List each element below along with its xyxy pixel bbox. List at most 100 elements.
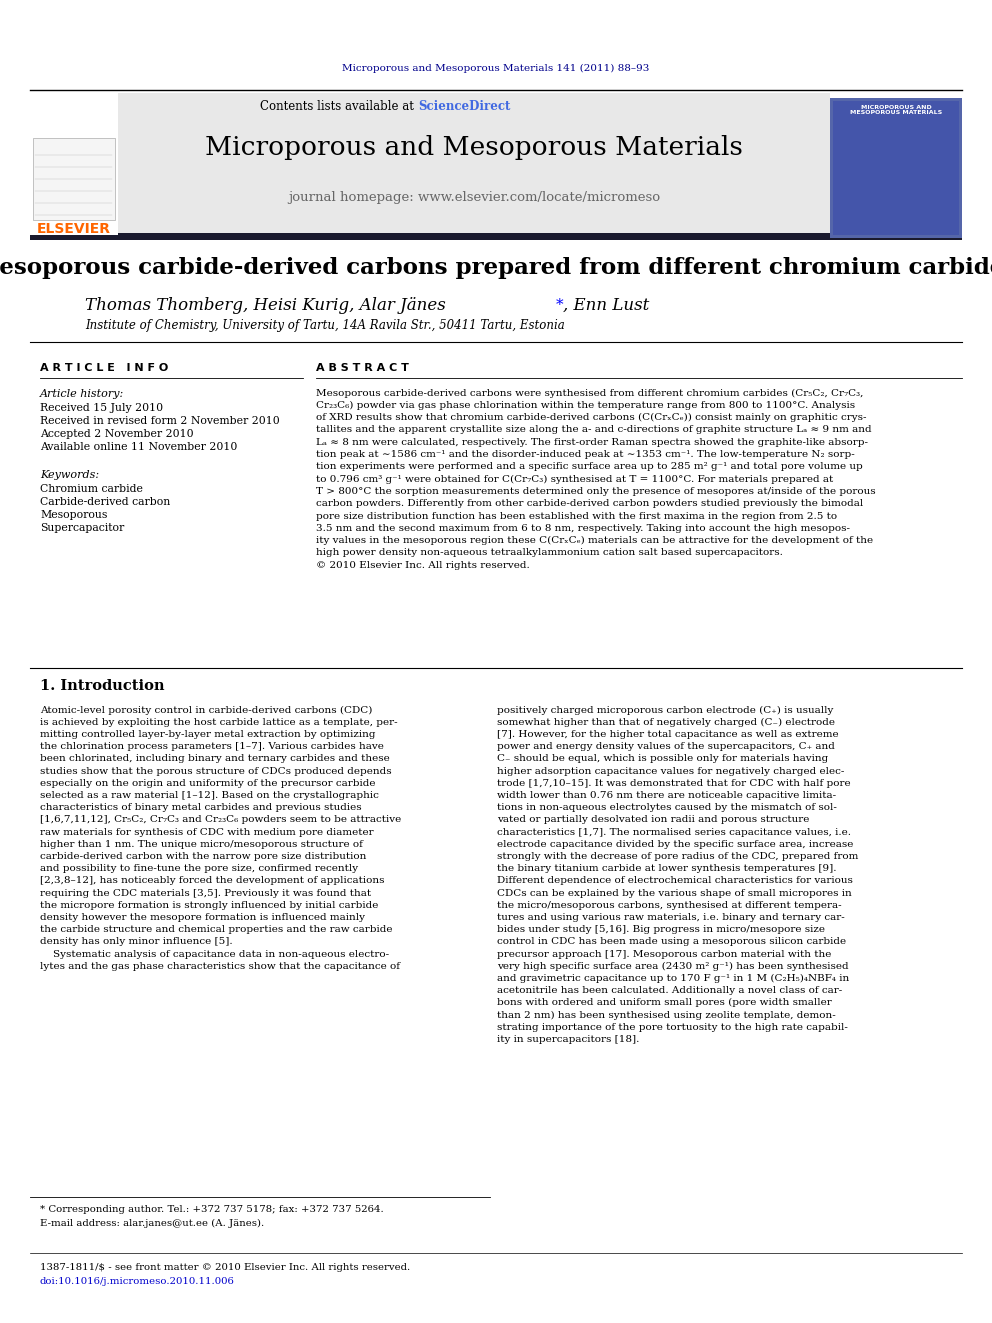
Text: than 2 nm) has been synthesised using zeolite template, demon-: than 2 nm) has been synthesised using ze… (497, 1011, 835, 1020)
Text: very high specific surface area (2430 m² g⁻¹) has been synthesised: very high specific surface area (2430 m²… (497, 962, 848, 971)
Text: Mesoporous: Mesoporous (40, 509, 107, 520)
Text: the micro/mesoporous carbons, synthesised at different tempera-: the micro/mesoporous carbons, synthesise… (497, 901, 841, 910)
Text: Received in revised form 2 November 2010: Received in revised form 2 November 2010 (40, 415, 280, 426)
Text: lytes and the gas phase characteristics show that the capacitance of: lytes and the gas phase characteristics … (40, 962, 400, 971)
Text: C₋ should be equal, which is possible only for materials having: C₋ should be equal, which is possible on… (497, 754, 828, 763)
Text: ity values in the mesoporous region these C(CrₓCₑ) materials can be attractive f: ity values in the mesoporous region thes… (316, 536, 873, 545)
Text: journal homepage: www.elsevier.com/locate/micromeso: journal homepage: www.elsevier.com/locat… (288, 191, 660, 204)
Text: mitting controlled layer-by-layer metal extraction by optimizing: mitting controlled layer-by-layer metal … (40, 730, 376, 740)
Text: raw materials for synthesis of CDC with medium pore diameter: raw materials for synthesis of CDC with … (40, 827, 374, 836)
Text: the carbide structure and chemical properties and the raw carbide: the carbide structure and chemical prope… (40, 925, 393, 934)
Text: characteristics [1,7]. The normalised series capacitance values, i.e.: characteristics [1,7]. The normalised se… (497, 827, 851, 836)
Text: and gravimetric capacitance up to 170 F g⁻¹ in 1 M (C₂H₅)₄NBF₄ in: and gravimetric capacitance up to 170 F … (497, 974, 849, 983)
Text: trode [1,7,10–15]. It was demonstrated that for CDC with half pore: trode [1,7,10–15]. It was demonstrated t… (497, 779, 850, 787)
Text: CDCs can be explained by the various shape of small micropores in: CDCs can be explained by the various sha… (497, 889, 852, 897)
Text: Systematic analysis of capacitance data in non-aqueous electro-: Systematic analysis of capacitance data … (40, 950, 389, 958)
Text: © 2010 Elsevier Inc. All rights reserved.: © 2010 Elsevier Inc. All rights reserved… (316, 561, 530, 570)
Text: Cr₂₃C₆) powder via gas phase chlorination within the temperature range from 800 : Cr₂₃C₆) powder via gas phase chlorinatio… (316, 401, 855, 410)
Text: carbide-derived carbon with the narrow pore size distribution: carbide-derived carbon with the narrow p… (40, 852, 366, 861)
Text: density however the mesopore formation is influenced mainly: density however the mesopore formation i… (40, 913, 365, 922)
Text: Atomic-level porosity control in carbide-derived carbons (CDC): Atomic-level porosity control in carbide… (40, 705, 372, 714)
Text: pore size distribution function has been established with the first maxima in th: pore size distribution function has been… (316, 512, 837, 520)
Text: somewhat higher than that of negatively charged (C₋) electrode: somewhat higher than that of negatively … (497, 717, 835, 726)
Text: the chlorination process parameters [1–7]. Various carbides have: the chlorination process parameters [1–7… (40, 742, 384, 751)
Text: 1. Introduction: 1. Introduction (40, 679, 165, 693)
Text: studies show that the porous structure of CDCs produced depends: studies show that the porous structure o… (40, 766, 392, 775)
Text: doi:10.1016/j.micromeso.2010.11.006: doi:10.1016/j.micromeso.2010.11.006 (40, 1278, 235, 1286)
Text: is achieved by exploiting the host carbide lattice as a template, per-: is achieved by exploiting the host carbi… (40, 717, 398, 726)
Text: Chromium carbide: Chromium carbide (40, 484, 143, 493)
Text: carbon powders. Differently from other carbide-derived carbon powders studied pr: carbon powders. Differently from other c… (316, 499, 863, 508)
Text: of XRD results show that chromium carbide-derived carbons (C(CrₓCₑ)) consist mai: of XRD results show that chromium carbid… (316, 413, 866, 422)
Text: positively charged microporous carbon electrode (C₊) is usually: positively charged microporous carbon el… (497, 705, 833, 714)
Text: acetonitrile has been calculated. Additionally a novel class of car-: acetonitrile has been calculated. Additi… (497, 986, 842, 995)
Text: MICROPOROUS AND
MESOPOROUS MATERIALS: MICROPOROUS AND MESOPOROUS MATERIALS (850, 105, 942, 115)
Text: tures and using various raw materials, i.e. binary and ternary car-: tures and using various raw materials, i… (497, 913, 845, 922)
Text: Supercapacitor: Supercapacitor (40, 523, 124, 533)
Text: A R T I C L E   I N F O: A R T I C L E I N F O (40, 363, 169, 373)
Text: Available online 11 November 2010: Available online 11 November 2010 (40, 442, 237, 452)
Text: [2,3,8–12], has noticeably forced the development of applications: [2,3,8–12], has noticeably forced the de… (40, 876, 385, 885)
Text: [1,6,7,11,12], Cr₅C₂, Cr₇C₃ and Cr₂₃C₆ powders seem to be attractive: [1,6,7,11,12], Cr₅C₂, Cr₇C₃ and Cr₂₃C₆ p… (40, 815, 401, 824)
Text: the binary titanium carbide at lower synthesis temperatures [9].: the binary titanium carbide at lower syn… (497, 864, 836, 873)
Text: to 0.796 cm³ g⁻¹ were obtained for C(Cr₇C₃) synthesised at T = 1100°C. For mater: to 0.796 cm³ g⁻¹ were obtained for C(Cr₇… (316, 475, 833, 484)
Text: selected as a raw material [1–12]. Based on the crystallographic: selected as a raw material [1–12]. Based… (40, 791, 379, 800)
Text: Accepted 2 November 2010: Accepted 2 November 2010 (40, 429, 193, 439)
Text: Keywords:: Keywords: (40, 470, 99, 480)
Text: Lₐ ≈ 8 nm were calculated, respectively. The first-order Raman spectra showed th: Lₐ ≈ 8 nm were calculated, respectively.… (316, 438, 868, 447)
Text: Article history:: Article history: (40, 389, 124, 400)
Text: especially on the origin and uniformity of the precursor carbide: especially on the origin and uniformity … (40, 779, 376, 787)
Text: Mesoporous carbide-derived carbons prepared from different chromium carbides: Mesoporous carbide-derived carbons prepa… (0, 257, 992, 279)
Text: characteristics of binary metal carbides and previous studies: characteristics of binary metal carbides… (40, 803, 362, 812)
Text: requiring the CDC materials [3,5]. Previously it was found that: requiring the CDC materials [3,5]. Previ… (40, 889, 371, 897)
Text: Microporous and Mesoporous Materials: Microporous and Mesoporous Materials (205, 135, 743, 160)
Text: bides under study [5,16]. Big progress in micro/mesopore size: bides under study [5,16]. Big progress i… (497, 925, 825, 934)
Text: tions in non-aqueous electrolytes caused by the mismatch of sol-: tions in non-aqueous electrolytes caused… (497, 803, 837, 812)
Text: high power density non-aqueous tetraalkylammonium cation salt based supercapacit: high power density non-aqueous tetraalky… (316, 549, 783, 557)
Text: Received 15 July 2010: Received 15 July 2010 (40, 404, 163, 413)
Text: vated or partially desolvated ion radii and porous structure: vated or partially desolvated ion radii … (497, 815, 809, 824)
Text: ScienceDirect: ScienceDirect (418, 99, 510, 112)
Text: power and energy density values of the supercapacitors, C₊ and: power and energy density values of the s… (497, 742, 835, 751)
Text: 3.5 nm and the second maximum from 6 to 8 nm, respectively. Taking into account : 3.5 nm and the second maximum from 6 to … (316, 524, 850, 533)
Bar (30, 233, 962, 239)
Text: width lower than 0.76 nm there are noticeable capacitive limita-: width lower than 0.76 nm there are notic… (497, 791, 836, 800)
Text: T > 800°C the sorption measurements determined only the presence of mesopores at: T > 800°C the sorption measurements dete… (316, 487, 876, 496)
Text: higher than 1 nm. The unique micro/mesoporous structure of: higher than 1 nm. The unique micro/mesop… (40, 840, 363, 848)
Text: Microporous and Mesoporous Materials 141 (2011) 88–93: Microporous and Mesoporous Materials 141… (342, 64, 650, 73)
Text: Institute of Chemistry, University of Tartu, 14A Ravila Str., 50411 Tartu, Eston: Institute of Chemistry, University of Ta… (85, 319, 564, 332)
Text: electrode capacitance divided by the specific surface area, increase: electrode capacitance divided by the spe… (497, 840, 853, 848)
Bar (118, 93, 830, 235)
Text: *: * (556, 298, 563, 312)
Text: Mesoporous carbide-derived carbons were synthesised from different chromium carb: Mesoporous carbide-derived carbons were … (316, 389, 863, 398)
Text: * Corresponding author. Tel.: +372 737 5178; fax: +372 737 5264.: * Corresponding author. Tel.: +372 737 5… (40, 1205, 384, 1215)
Text: 1387-1811/$ - see front matter © 2010 Elsevier Inc. All rights reserved.: 1387-1811/$ - see front matter © 2010 El… (40, 1263, 411, 1273)
Text: Thomas Thomberg, Heisi Kurig, Alar Jänes: Thomas Thomberg, Heisi Kurig, Alar Jänes (85, 296, 445, 314)
Bar (833, 101, 959, 235)
Text: higher adsorption capacitance values for negatively charged elec-: higher adsorption capacitance values for… (497, 766, 844, 775)
Text: precursor approach [17]. Mesoporous carbon material with the: precursor approach [17]. Mesoporous carb… (497, 950, 831, 958)
Text: ELSEVIER: ELSEVIER (37, 222, 111, 235)
Text: tion experiments were performed and a specific surface area up to 285 m² g⁻¹ and: tion experiments were performed and a sp… (316, 462, 863, 471)
Text: strating importance of the pore tortuosity to the high rate capabil-: strating importance of the pore tortuosi… (497, 1023, 848, 1032)
Text: [7]. However, for the higher total capacitance as well as extreme: [7]. However, for the higher total capac… (497, 730, 838, 740)
Text: and possibility to fine-tune the pore size, confirmed recently: and possibility to fine-tune the pore si… (40, 864, 358, 873)
Bar (30, 93, 118, 235)
Text: , Enn Lust: , Enn Lust (563, 296, 649, 314)
Text: density has only minor influence [5].: density has only minor influence [5]. (40, 937, 233, 946)
Text: ity in supercapacitors [18].: ity in supercapacitors [18]. (497, 1035, 640, 1044)
Bar (830, 98, 962, 238)
Text: Carbide-derived carbon: Carbide-derived carbon (40, 497, 171, 507)
Text: the micropore formation is strongly influenced by initial carbide: the micropore formation is strongly infl… (40, 901, 378, 910)
Bar (33, 138, 115, 220)
Text: control in CDC has been made using a mesoporous silicon carbide: control in CDC has been made using a mes… (497, 937, 846, 946)
Text: strongly with the decrease of pore radius of the CDC, prepared from: strongly with the decrease of pore radiu… (497, 852, 858, 861)
Text: tion peak at ∼1586 cm⁻¹ and the disorder-induced peak at ∼1353 cm⁻¹. The low-tem: tion peak at ∼1586 cm⁻¹ and the disorder… (316, 450, 855, 459)
Text: E-mail address: alar.janes@ut.ee (A. Jänes).: E-mail address: alar.janes@ut.ee (A. Jän… (40, 1218, 264, 1228)
Text: tallites and the apparent crystallite size along the a- and c-directions of grap: tallites and the apparent crystallite si… (316, 426, 872, 434)
Text: Different dependence of electrochemical characteristics for various: Different dependence of electrochemical … (497, 876, 853, 885)
Text: Contents lists available at: Contents lists available at (260, 99, 418, 112)
Text: bons with ordered and uniform small pores (pore width smaller: bons with ordered and uniform small pore… (497, 999, 831, 1007)
Text: been chlorinated, including binary and ternary carbides and these: been chlorinated, including binary and t… (40, 754, 390, 763)
Text: A B S T R A C T: A B S T R A C T (316, 363, 409, 373)
